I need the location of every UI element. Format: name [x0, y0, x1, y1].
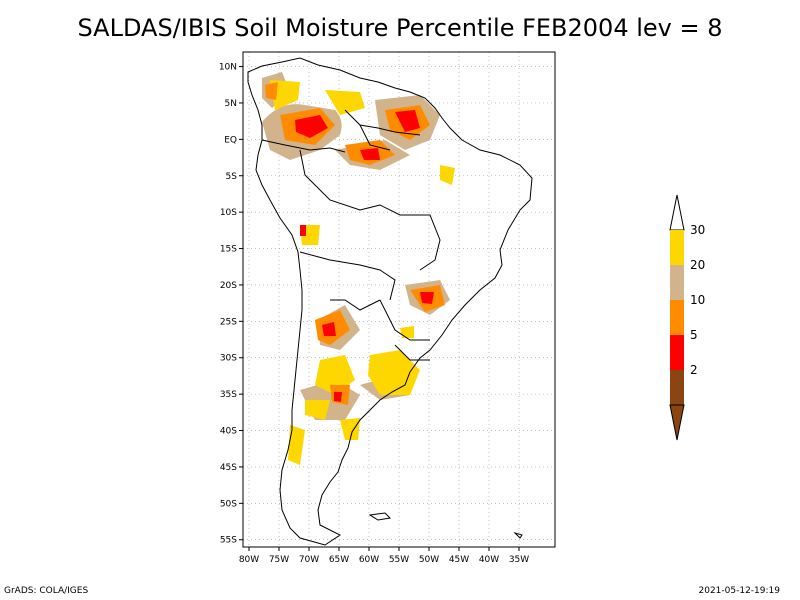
legend-swatch: [670, 300, 684, 335]
legend-bottom-arrow: [669, 404, 685, 441]
legend-swatch: [670, 230, 684, 265]
lon-tick-label: 40W: [479, 555, 499, 565]
lon-tick-label: 35W: [509, 555, 529, 565]
lat-tick-label: 10S: [220, 208, 237, 218]
longitude-labels: 80W 75W 70W 65W 60W 55W 50W 45W 40W 35W: [239, 547, 529, 565]
map-title: SALDAS/IBIS Soil Moisture Percentile FEB…: [77, 14, 723, 42]
lat-tick-label: 45S: [220, 463, 237, 473]
legend-swatch: [670, 370, 684, 405]
lat-tick-label: 40S: [220, 427, 237, 437]
lon-tick-label: 70W: [299, 555, 319, 565]
lon-tick-label: 45W: [449, 555, 469, 565]
legend-label: 20: [690, 258, 705, 272]
lon-tick-label: 60W: [359, 555, 379, 565]
lat-tick-label: 5N: [225, 99, 237, 109]
legend-label: 10: [690, 293, 705, 307]
lat-tick-label: 15S: [220, 245, 237, 255]
coastline-outline: [247, 57, 533, 546]
lon-tick-label: 80W: [239, 555, 259, 565]
lat-tick-label: EQ: [224, 135, 237, 145]
lon-tick-label: 55W: [389, 555, 409, 565]
lat-tick-label: 10N: [219, 63, 237, 73]
shaded-regions: [262, 72, 455, 465]
color-legend: 30 20 10 5 2: [669, 194, 705, 441]
lat-tick-label: 30S: [220, 354, 237, 364]
legend-swatch: [670, 335, 684, 370]
lat-tick-label: 20S: [220, 281, 237, 291]
legend-label: 5: [690, 328, 698, 342]
footer-timestamp: 2021-05-12-19:19: [698, 586, 781, 596]
legend-label: 2: [690, 363, 698, 377]
lat-tick-label: 25S: [220, 317, 237, 327]
lat-tick-label: 55S: [220, 536, 237, 546]
lat-tick-label: 50S: [220, 499, 237, 509]
map-gridlines: [243, 52, 555, 547]
latitude-labels: 10N 5N EQ 5S 10S 15S 20S 25S 30S 35S 40S 45S 50S 55S: [219, 63, 243, 546]
lon-tick-label: 65W: [329, 555, 349, 565]
lat-tick-label: 35S: [220, 390, 237, 400]
footer-credit: GrADS: COLA/IGES: [4, 586, 89, 596]
lon-tick-label: 75W: [269, 555, 289, 565]
lat-tick-label: 5S: [226, 172, 238, 182]
lon-tick-label: 50W: [419, 555, 439, 565]
legend-label: 30: [690, 223, 705, 237]
legend-swatch: [670, 265, 684, 300]
legend-top-arrow: [669, 194, 685, 231]
